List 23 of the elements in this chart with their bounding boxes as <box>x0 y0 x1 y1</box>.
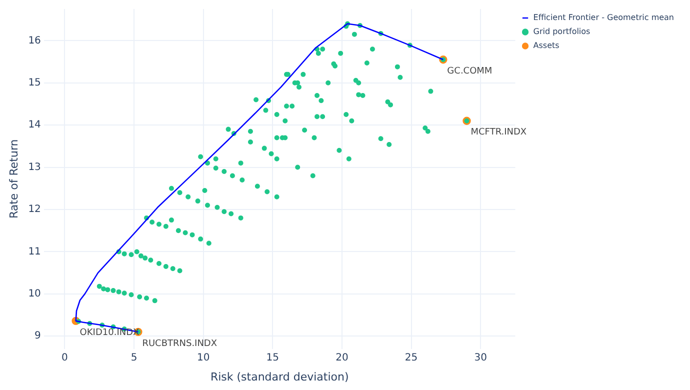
y-tick-label: 16 <box>28 35 41 46</box>
x-tick-label: 20 <box>336 352 348 364</box>
legend-label: Efficient Frontier - Geometric mean <box>533 13 674 22</box>
y-tick-label: 9 <box>34 330 41 342</box>
x-tick-label: 30 <box>474 352 487 364</box>
x-tick-label: 0 <box>62 352 68 364</box>
x-axis-title: Risk (standard deviation) <box>210 370 349 384</box>
x-tick-label: 10 <box>196 352 210 364</box>
y-tick-label: 10 <box>28 288 41 300</box>
x-tick-label: 5 <box>130 352 138 364</box>
annotation: GC.COMM <box>447 66 492 76</box>
y-tick-label: 13 <box>28 162 41 173</box>
x-tick-label: 25 <box>404 352 418 364</box>
x-tick-label: 15 <box>266 352 280 364</box>
y-tick-label: 12 <box>28 204 41 216</box>
y-tick-label: 11 <box>28 246 41 258</box>
annotation: MCFTR.INDX <box>470 128 527 138</box>
y-axis-title: Rate of Return <box>7 139 20 219</box>
y-tick-label: 15 <box>28 77 41 88</box>
legend-label: Grid portfolios <box>533 27 590 36</box>
annotation: RUCBTRNS.INDX <box>142 338 218 349</box>
y-tick-label: 14 <box>28 120 41 131</box>
legend-label: Assets <box>533 41 560 50</box>
